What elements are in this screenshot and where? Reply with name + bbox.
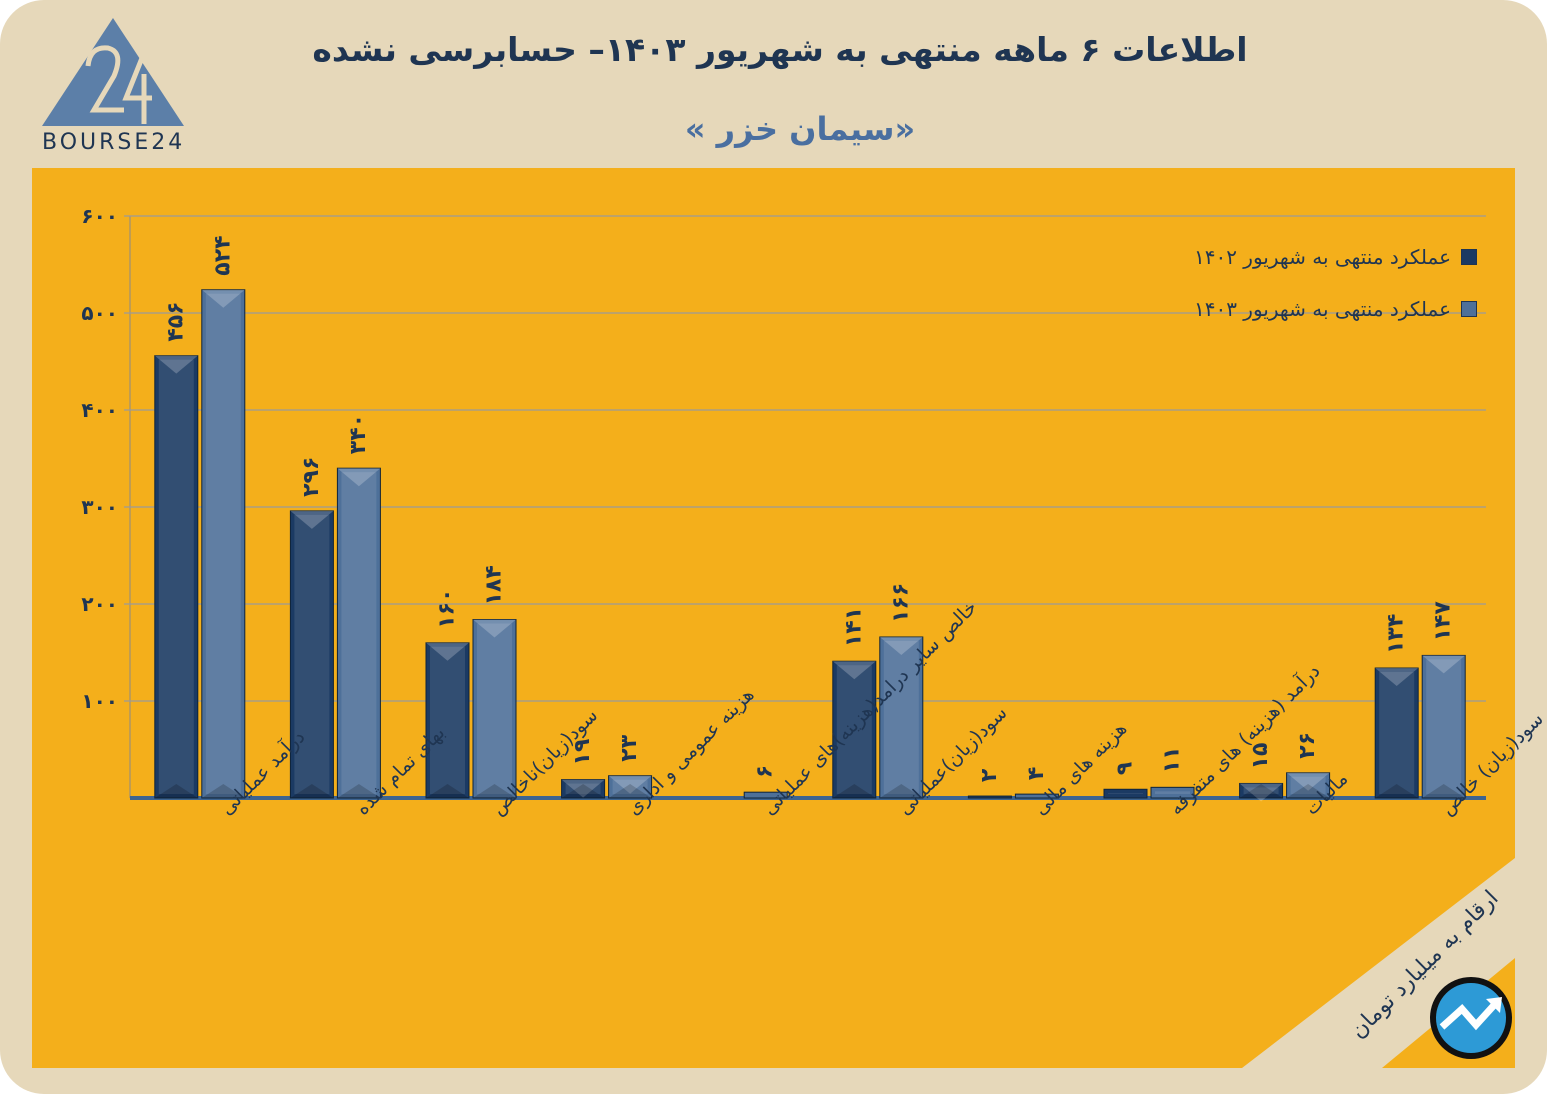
bar-1402 xyxy=(967,795,1012,799)
bourse24-logo xyxy=(42,18,184,126)
bar-1403 xyxy=(201,289,246,799)
data-label: ۱۶۰ xyxy=(435,589,460,629)
data-label: ۲۹۶ xyxy=(299,457,324,497)
y-tick-label: ۶۰۰ xyxy=(81,204,118,228)
data-label: ۳۴۰ xyxy=(346,414,371,454)
page-title: اطلاعات ۶ ماهه منتهی به شهریور ۱۴۰۳– حسا… xyxy=(312,30,1248,69)
data-label: ۱۱ xyxy=(1160,746,1185,773)
data-label: ۴۵۶ xyxy=(163,301,188,341)
data-label: ۱۵ xyxy=(1248,743,1273,770)
data-label: ۶ xyxy=(753,765,778,778)
bar-1402 xyxy=(561,779,606,799)
data-label: ۲ xyxy=(977,768,1002,782)
bar-1402 xyxy=(289,510,334,799)
bar-1402 xyxy=(425,642,470,799)
legend-swatch-1402 xyxy=(1461,249,1477,265)
bar-1402 xyxy=(832,660,877,799)
bar-1403 xyxy=(1286,772,1331,799)
legend-swatch-1403 xyxy=(1461,301,1477,317)
data-label: ۱۴۱ xyxy=(841,607,866,647)
data-label: ۱۶۶ xyxy=(888,583,913,623)
data-label: ۹ xyxy=(1113,762,1138,775)
y-tick-label: ۵۰۰ xyxy=(81,301,118,325)
bar-1403 xyxy=(743,791,788,799)
chart-panel xyxy=(32,168,1515,1068)
bar-1403 xyxy=(336,467,381,799)
data-label: ۵۲۴ xyxy=(210,235,235,275)
bar-1403 xyxy=(879,636,924,799)
data-label: ۲۶ xyxy=(1295,732,1320,759)
data-label: ۱۹ xyxy=(570,739,595,766)
legend-label-1403: عملکرد منتهی به شهریور ۱۴۰۳ xyxy=(1193,297,1451,321)
bar-1402 xyxy=(1239,782,1284,802)
bar-1402 xyxy=(1103,788,1148,799)
page-subtitle: «سیمان خزر » xyxy=(684,110,916,148)
legend-item-1402: عملکرد منتهی به شهریور ۱۴۰۲ xyxy=(1194,244,1477,270)
legend-item-1403: عملکرد منتهی به شهریور ۱۴۰۳ xyxy=(1194,296,1477,322)
y-tick-label: ۲۰۰ xyxy=(81,592,118,616)
y-tick-label: ۱۰۰ xyxy=(81,689,118,713)
data-label: ۲۳ xyxy=(617,734,642,761)
data-label: ۱۴۷ xyxy=(1431,601,1456,642)
bar-1403 xyxy=(1421,654,1466,799)
bar-1402 xyxy=(1374,667,1419,799)
legend-label-1402: عملکرد منتهی به شهریور ۱۴۰۲ xyxy=(1193,245,1451,269)
bar-1403 xyxy=(1150,786,1195,799)
chart-legend: عملکرد منتهی به شهریور ۱۴۰۲ عملکرد منتهی… xyxy=(1194,244,1477,348)
bar-1403 xyxy=(1014,793,1059,799)
bar-1402 xyxy=(154,355,199,799)
y-tick-label: ۴۰۰ xyxy=(81,398,118,422)
data-label: ۱۸۴ xyxy=(482,565,507,605)
logo-text: BOURSE24 xyxy=(42,130,186,155)
y-tick-label: ۳۰۰ xyxy=(81,495,118,519)
data-label: ۱۳۴ xyxy=(1384,614,1409,654)
bar-1403 xyxy=(608,775,653,799)
bar-1403 xyxy=(472,619,517,799)
data-label: ۴ xyxy=(1024,767,1049,780)
trend-badge-icon xyxy=(1430,977,1512,1059)
